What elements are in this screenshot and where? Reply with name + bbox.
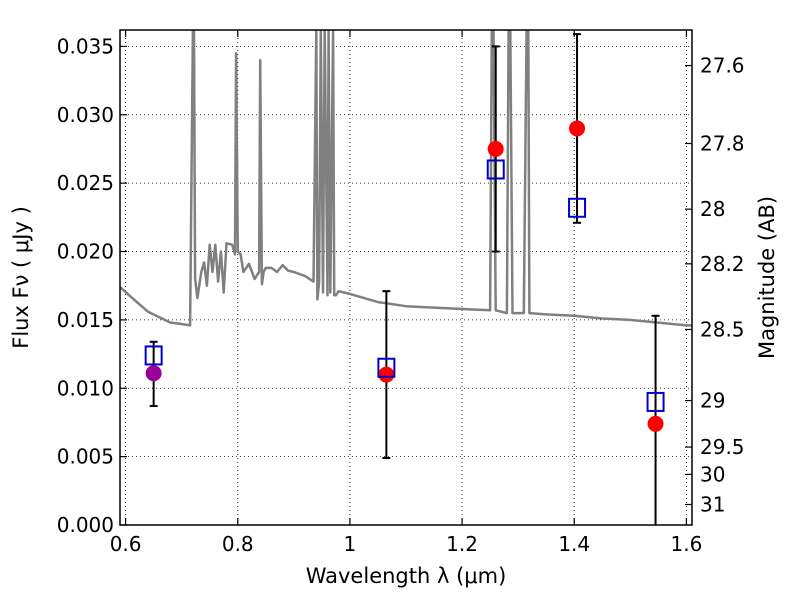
y-axis-ticks: 0.000 0.005 0.010 0.015 0.020 0.025 0.030 0.035 — [57, 34, 127, 537]
y-tick-label: 0.000 — [57, 513, 114, 537]
y-tick-label: 0.035 — [57, 34, 114, 58]
model-photometry-box — [486, 159, 505, 180]
y-tick-label: 0.025 — [57, 171, 114, 195]
model-photometry-box — [377, 357, 396, 378]
model-photometry-box — [646, 391, 665, 412]
model-photometry-box — [144, 345, 163, 366]
y2-tick-label: 27.6 — [700, 54, 745, 78]
y2-tick-label: 30 — [700, 462, 725, 486]
y2-axis-ticks: 27.6 27.8 28 28.2 28.5 29 29.5 30 31 — [685, 54, 745, 516]
model-photometry-box — [568, 197, 587, 218]
y-tick-label: 0.015 — [57, 308, 114, 332]
y2-tick-label: 28.2 — [700, 252, 745, 276]
y-tick-label: 0.010 — [57, 376, 114, 400]
x-tick-label: 1.4 — [558, 532, 590, 556]
observed-point — [647, 415, 664, 432]
y2-tick-label: 29.5 — [700, 435, 745, 459]
observed-point — [487, 140, 504, 157]
observed-points — [145, 120, 664, 432]
x-tick-label: 1.6 — [670, 532, 702, 556]
y-tick-label: 0.005 — [57, 445, 114, 469]
x-tick-label: 1 — [344, 532, 357, 556]
y2-tick-label: 31 — [700, 492, 725, 516]
y2-tick-label: 28.5 — [700, 317, 745, 341]
y-tick-label: 0.030 — [57, 103, 114, 127]
x-axis-ticks: 0.6 0.8 1 1.2 1.4 1.6 — [110, 30, 702, 556]
x-tick-label: 0.6 — [110, 532, 142, 556]
y2-axis-title: Magnitude (AB) — [755, 196, 779, 359]
x-axis-title: Wavelength λ (μm) — [306, 564, 507, 588]
plot-frame — [119, 29, 693, 526]
y2-tick-label: 27.8 — [700, 131, 745, 155]
model-photometry-points — [144, 159, 665, 412]
observed-point — [145, 365, 162, 382]
observed-point — [378, 366, 395, 383]
x-tick-label: 0.8 — [222, 532, 254, 556]
x-tick-label: 1.2 — [446, 532, 478, 556]
error-bars — [149, 33, 660, 525]
y-tick-label: 0.020 — [57, 240, 114, 264]
y-axis-title: Flux Fν ( μJy ) — [9, 206, 33, 349]
y2-tick-label: 29 — [700, 389, 725, 413]
model-spectrum-line — [120, 30, 692, 327]
y2-tick-label: 28 — [700, 197, 725, 221]
observed-point — [569, 120, 586, 137]
